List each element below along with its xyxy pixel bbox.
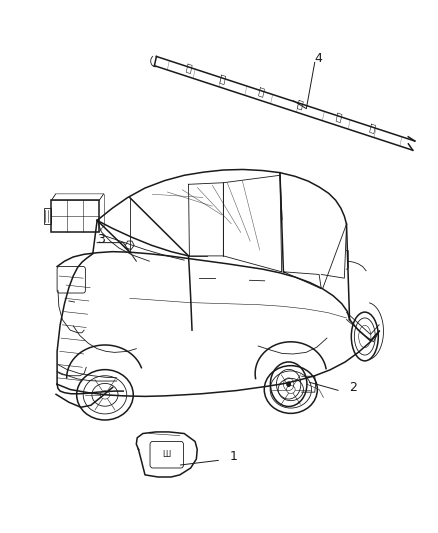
Circle shape (287, 382, 290, 386)
Bar (44, 208, 51, 224)
Text: Ш: Ш (162, 450, 171, 459)
Bar (51, 200, 99, 232)
Text: 3: 3 (97, 232, 105, 246)
Text: 1: 1 (230, 450, 238, 463)
Text: 2: 2 (350, 381, 357, 394)
Text: 4: 4 (315, 52, 323, 66)
